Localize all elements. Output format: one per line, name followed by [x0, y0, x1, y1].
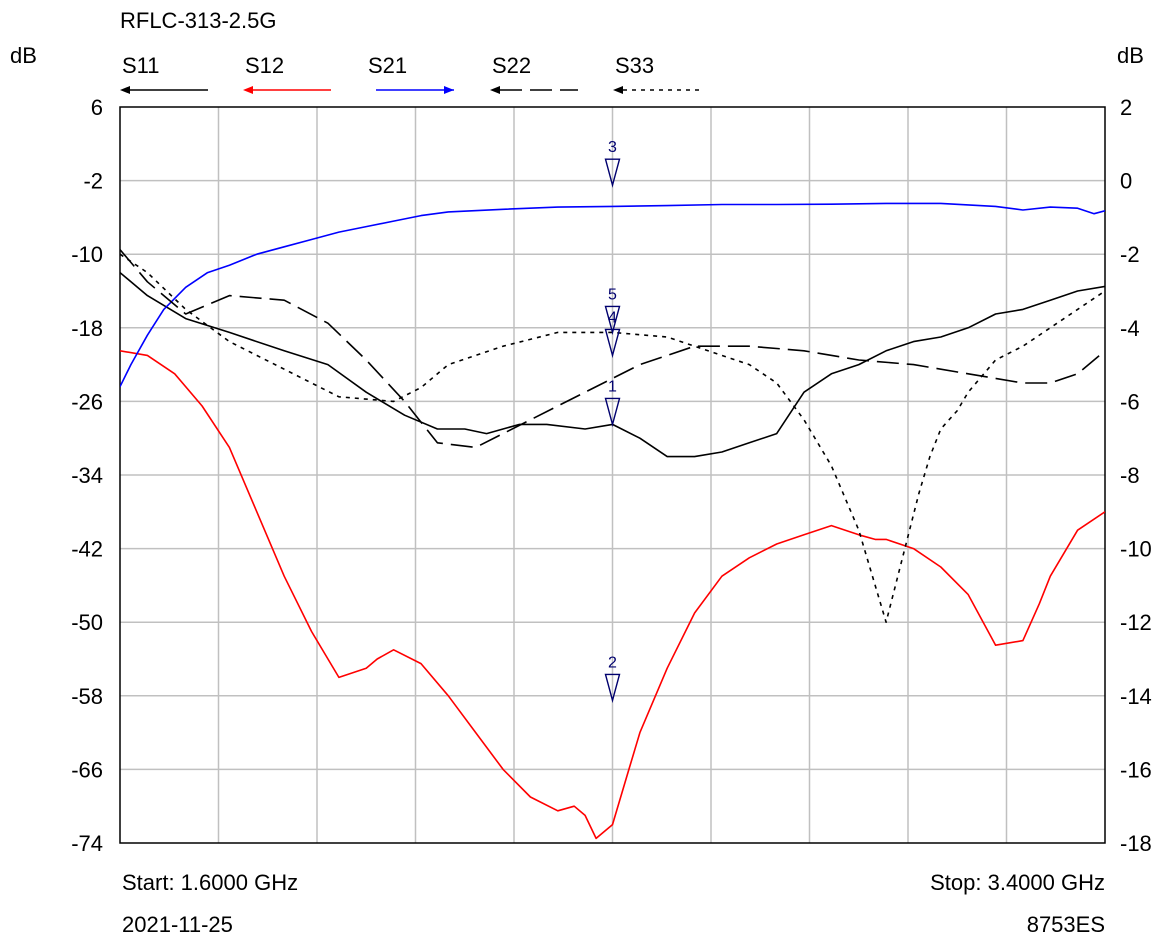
- legend-label: S33: [615, 53, 654, 78]
- left-axis-tick-label: 6: [91, 95, 103, 120]
- left-axis-tick-label: -26: [71, 389, 103, 414]
- left-axis-tick-label: -74: [71, 831, 103, 856]
- stop-frequency-label: Stop: 3.4000 GHz: [930, 870, 1105, 895]
- left-axis-tick-label: -34: [71, 463, 103, 488]
- left-axis-tick-label: -66: [71, 757, 103, 782]
- chart-title: RFLC-313-2.5G: [120, 8, 277, 33]
- series-line-s33: [120, 253, 1105, 623]
- marker-4-triangle: [604, 328, 621, 359]
- legend-arrow-icon: [120, 86, 130, 94]
- series-line-s22: [120, 249, 1105, 449]
- marker-3-triangle: [604, 158, 621, 188]
- marker-5-label: 5: [608, 286, 617, 303]
- left-axis-tick-label: -58: [71, 684, 103, 709]
- right-axis-tick-label: -16: [1120, 757, 1152, 782]
- legend-arrow-icon: [444, 86, 454, 94]
- marker-3-label: 3: [608, 139, 617, 156]
- legend-label: S12: [245, 53, 284, 78]
- legend-label: S22: [492, 53, 531, 78]
- start-frequency-label: Start: 1.6000 GHz: [122, 870, 298, 895]
- right-axis-tick-label: 2: [1120, 95, 1132, 120]
- legend-label: S11: [122, 53, 160, 78]
- left-axis-tick-label: -10: [71, 242, 103, 267]
- date-label: 2021-11-25: [122, 912, 233, 937]
- right-axis-tick-label: -10: [1120, 537, 1152, 562]
- series-line-s11: [120, 271, 1105, 458]
- right-axis-unit-label: dB: [1117, 43, 1144, 68]
- left-axis-tick-label: -50: [71, 610, 103, 635]
- right-axis-tick-label: -6: [1120, 389, 1140, 414]
- series-line-s21: [120, 202, 1105, 388]
- right-axis-tick-label: -12: [1120, 610, 1152, 635]
- plot-frame: [119, 106, 1106, 844]
- right-axis-tick-label: -18: [1120, 831, 1152, 856]
- right-axis-tick-label: -8: [1120, 463, 1140, 488]
- legend-arrow-icon: [490, 86, 500, 94]
- marker-2-label: 2: [608, 654, 617, 671]
- legend-arrow-icon: [613, 86, 623, 94]
- series-line-s12: [120, 350, 1105, 840]
- legend-label: S21: [368, 53, 407, 78]
- marker-4-label: 4: [608, 309, 617, 326]
- left-axis-tick-label: -2: [83, 169, 103, 194]
- right-axis-tick-label: -4: [1120, 316, 1140, 341]
- right-axis-tick-label: -14: [1120, 684, 1152, 709]
- marker-1-label: 1: [608, 378, 617, 395]
- marker-1-triangle: [604, 397, 621, 428]
- right-axis-tick-label: -2: [1120, 242, 1140, 267]
- left-axis-tick-label: -42: [71, 537, 103, 562]
- instrument-label: 8753ES: [1027, 912, 1105, 937]
- right-axis-tick-label: 0: [1120, 169, 1132, 194]
- marker-5-triangle: [604, 305, 621, 336]
- marker-2-triangle: [604, 673, 621, 704]
- legend-arrow-icon: [243, 86, 253, 94]
- left-axis-tick-label: -18: [71, 316, 103, 341]
- left-axis-unit-label: dB: [10, 43, 37, 68]
